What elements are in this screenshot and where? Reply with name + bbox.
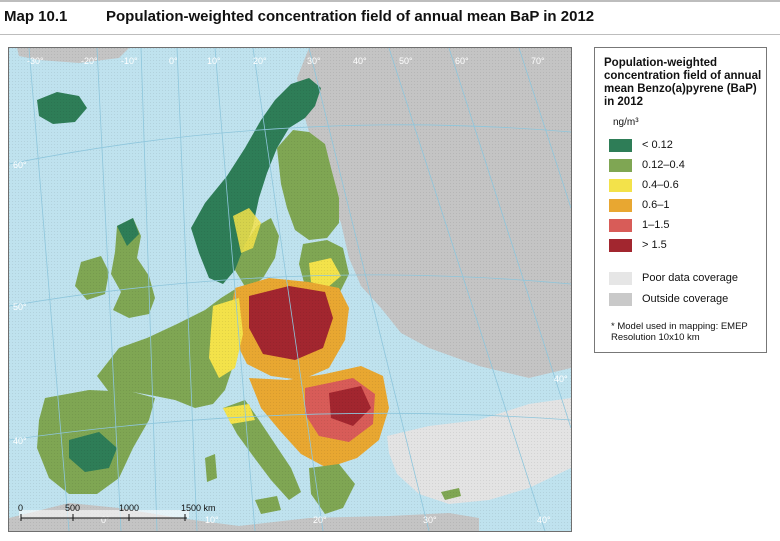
legend-model-note: * Model used in mapping: EMEP Resolution…	[611, 321, 748, 343]
lat-label-60: 60°	[13, 160, 27, 170]
legend-unit: ng/m³	[613, 117, 639, 128]
legend-label: 0.4–0.6	[642, 179, 679, 191]
lon-label-m10: -10°	[121, 56, 138, 66]
map-title: Population-weighted concentration field …	[106, 8, 595, 25]
legend-swatch	[609, 159, 632, 172]
lon-bottom-30: 30°	[423, 515, 437, 525]
legend-swatch	[609, 179, 632, 192]
lon-bottom-10: 10°	[205, 515, 219, 525]
lon-bottom-40: 40°	[537, 515, 551, 525]
lon-label-m30: -30°	[27, 56, 44, 66]
map-canvas: -30° -20° -10° 0° 10° 20° 30° 40° 50° 60…	[9, 48, 571, 531]
lon-bottom-0: 0°	[101, 515, 110, 525]
legend-label: < 0.12	[642, 139, 673, 151]
top-rule	[0, 0, 780, 2]
legend-swatch	[609, 293, 632, 306]
lon-label-30: 30°	[307, 56, 321, 66]
cell-texture	[9, 48, 571, 531]
lon-label-70: 70°	[531, 56, 545, 66]
lon-label-m20: -20°	[81, 56, 98, 66]
map-header: Map 10.1 Population-weighted concentrati…	[0, 5, 780, 29]
lon-label-40: 40°	[353, 56, 367, 66]
header-rule	[0, 34, 780, 35]
lat-label-50: 50°	[13, 302, 27, 312]
legend-label: > 1.5	[642, 239, 667, 251]
scale-label-0: 0	[18, 503, 23, 513]
lon-bottom-20: 20°	[313, 515, 327, 525]
legend-label: 0.6–1	[642, 199, 670, 211]
scale-bar: 0 500 1000 1500 km	[18, 503, 216, 521]
map-number: Map 10.1	[4, 8, 68, 25]
legend-swatch	[609, 139, 632, 152]
lon-label-0: 0°	[169, 56, 178, 66]
legend-swatch	[609, 219, 632, 232]
legend-title: Population-weighted concentration field …	[604, 57, 762, 108]
graticule	[9, 48, 571, 531]
lat-label-right-40: 40°	[554, 374, 568, 384]
lon-label-60: 60°	[455, 56, 469, 66]
europe-bap-map: -30° -20° -10° 0° 10° 20° 30° 40° 50° 60…	[8, 47, 572, 532]
legend-label: Outside coverage	[642, 293, 729, 305]
legend-swatch	[609, 272, 632, 285]
legend-label: 1–1.5	[642, 219, 670, 231]
map-legend: Population-weighted concentration field …	[594, 47, 767, 353]
legend-swatch	[609, 199, 632, 212]
scale-label-500: 500	[65, 503, 80, 513]
lon-label-20: 20°	[253, 56, 267, 66]
legend-swatch	[609, 239, 632, 252]
scale-label-1500: 1500 km	[181, 503, 216, 513]
lat-label-40: 40°	[13, 436, 27, 446]
scale-label-1000: 1000	[119, 503, 139, 513]
legend-label: Poor data coverage	[642, 272, 739, 284]
lon-label-10: 10°	[207, 56, 221, 66]
lon-label-50: 50°	[399, 56, 413, 66]
legend-label: 0.12–0.4	[642, 159, 685, 171]
